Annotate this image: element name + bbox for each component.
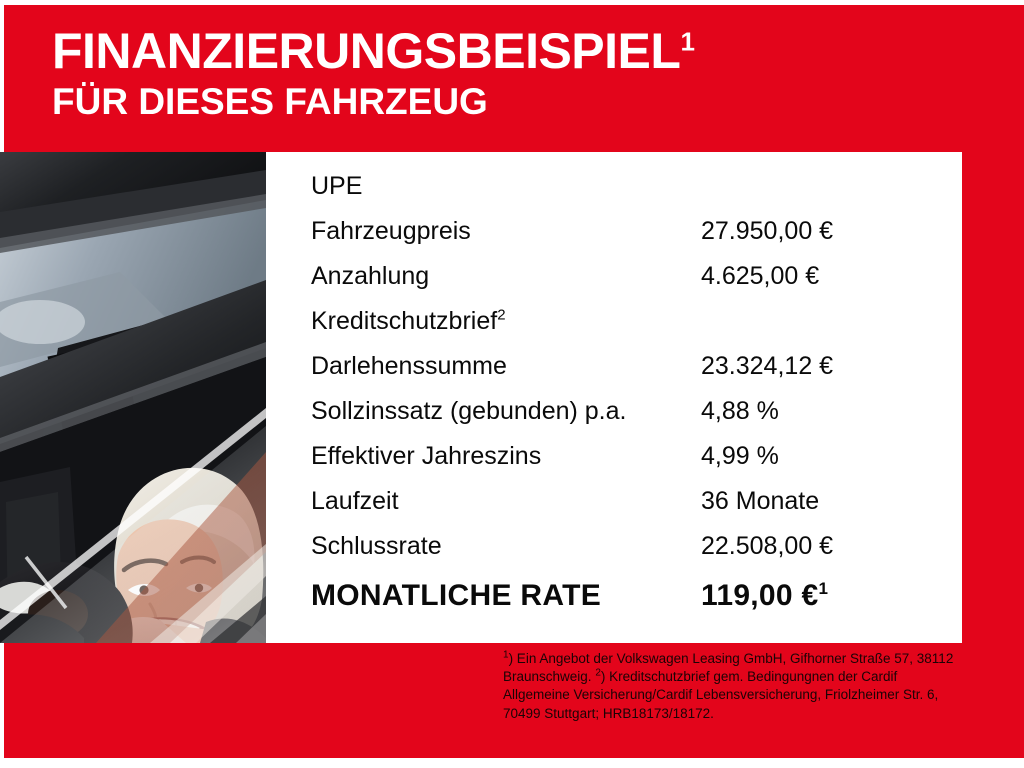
table-row: Fahrzeugpreis 27.950,00 € (311, 217, 931, 262)
row-label: Anzahlung (311, 262, 701, 291)
footnote-marker-2: 2 (595, 667, 601, 679)
row-label-text: Darlehenssumme (311, 352, 507, 380)
footnote-text-part-2: ) Kreditschutzbrief gem. Bedingungnen de… (503, 669, 939, 721)
row-label-text: UPE (311, 172, 363, 200)
row-label-text: Sollzinssatz (gebunden) p.a. (311, 397, 627, 425)
row-value-text: 23.324,12 € (701, 352, 834, 380)
row-label: Kreditschutzbrief2 (311, 307, 701, 336)
photo-artwork (0, 152, 266, 643)
row-value: 27.950,00 € (701, 217, 833, 246)
row-label: Effektiver Jahreszins (311, 442, 701, 471)
table-row: Schlussrate 22.508,00 € (311, 532, 931, 577)
row-value: 22.508,00 € (701, 532, 833, 561)
row-label-text: Effektiver Jahreszins (311, 442, 542, 470)
headline-subtitle: FÜR DIESES FAHRZEUG (52, 81, 488, 122)
row-label: Darlehenssumme (311, 352, 701, 381)
row-value: 23.324,12 € (701, 352, 833, 381)
row-label-text: Laufzeit (311, 487, 399, 515)
monthly-rate-row: MONATLICHE RATE 119,00 €1 (311, 579, 931, 627)
row-label: Schlussrate (311, 532, 701, 561)
vehicle-driver-photo (0, 152, 266, 643)
row-value: 4,99 % (701, 442, 779, 471)
legal-footnote: 1) Ein Angebot der Volkswagen Leasing Gm… (503, 650, 955, 723)
row-value-text: 4,88 % (701, 397, 779, 425)
table-row: Kreditschutzbrief2 (311, 307, 931, 352)
table-row: Sollzinssatz (gebunden) p.a. 4,88 % (311, 397, 931, 442)
monthly-rate-superscript: 1 (818, 579, 829, 598)
row-label: UPE (311, 172, 701, 201)
row-value-text: 4.625,00 € (701, 262, 820, 290)
row-value-text: 27.950,00 € (701, 217, 834, 245)
table-row: UPE (311, 172, 931, 217)
table-row: Darlehenssumme 23.324,12 € (311, 352, 931, 397)
row-value: 36 Monate (701, 487, 819, 516)
row-label: Laufzeit (311, 487, 701, 516)
row-value-text: 4,99 % (701, 442, 779, 470)
monthly-rate-value: 119,00 €1 (701, 579, 828, 613)
financing-table: UPE Fahrzeugpreis 27.950,00 € Anzahlung … (311, 172, 931, 627)
row-label-text: Kreditschutzbrief (311, 307, 498, 335)
row-value-text: 36 Monate (701, 487, 820, 515)
row-value-text: 22.508,00 € (701, 532, 834, 560)
footnote-text-part-1: ) Ein Angebot der Volkswagen Leasing Gmb… (503, 651, 954, 685)
row-label-text: Anzahlung (311, 262, 430, 290)
financing-details-panel: UPE Fahrzeugpreis 27.950,00 € Anzahlung … (266, 152, 962, 643)
monthly-rate-label: MONATLICHE RATE (311, 579, 602, 612)
row-value: 4.625,00 € (701, 262, 819, 291)
headline-title: FINANZIERUNGSBEISPIEL1 (52, 26, 982, 76)
table-row: Laufzeit 36 Monate (311, 487, 931, 532)
poster-headline: FINANZIERUNGSBEISPIEL1 FÜR DIESES FAHRZE… (52, 26, 982, 120)
row-label-text: Fahrzeugpreis (311, 217, 471, 245)
row-value: 4,88 % (701, 397, 779, 426)
row-label-superscript: 2 (497, 306, 506, 324)
headline-title-text: FINANZIERUNGSBEISPIEL (52, 23, 681, 79)
table-row: Effektiver Jahreszins 4,99 % (311, 442, 931, 487)
row-label-text: Schlussrate (311, 532, 442, 560)
table-row: Anzahlung 4.625,00 € (311, 262, 931, 307)
headline-title-superscript: 1 (680, 26, 695, 57)
footnote-marker-1: 1 (503, 649, 509, 661)
row-label: Fahrzeugpreis (311, 217, 701, 246)
row-label: Sollzinssatz (gebunden) p.a. (311, 397, 701, 426)
monthly-rate-value-text: 119,00 € (701, 579, 819, 612)
